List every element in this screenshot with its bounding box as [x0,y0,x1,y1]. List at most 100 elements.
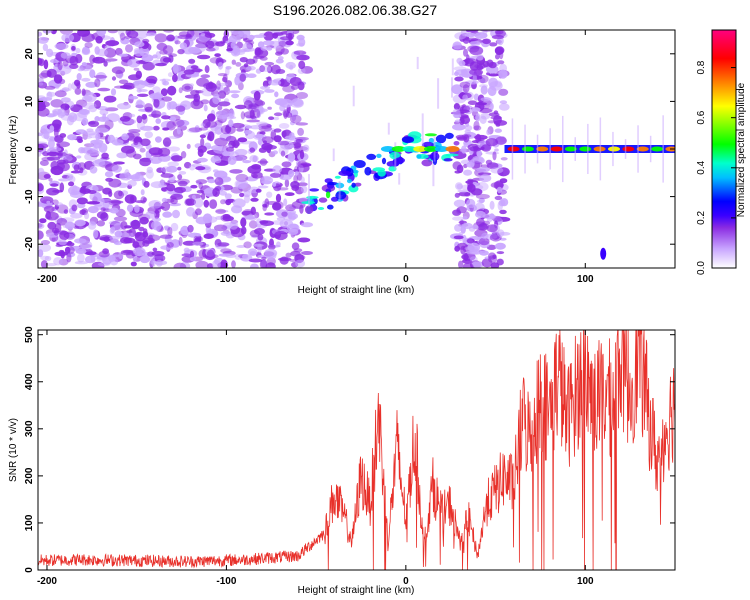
heatmap-blob [481,144,492,152]
heatmap-blob [85,251,97,256]
heatmap-blob [146,75,158,84]
heatmap-blob [184,198,193,206]
heatmap-blob [288,213,298,220]
heatmap-blob [497,60,505,65]
heatmap-blob [299,149,305,160]
heatmap-blob [54,84,60,89]
heatmap-blob [108,190,113,197]
heatmap-blob [135,232,142,236]
heatmap-blob [291,185,300,191]
heatmap-blob [38,82,44,86]
heatmap-blob [40,240,51,245]
heatmap-blob [225,147,235,152]
heatmap-blob [187,224,194,233]
heatmap-blob [296,54,310,61]
heatmap-blob [249,125,262,130]
heatmap-blob [111,164,123,173]
heatmap-blob [452,108,461,118]
heatmap-blob [366,153,377,160]
heatmap-blob [141,54,154,62]
heatmap-blob [176,178,190,185]
heatmap-blob [38,95,46,99]
heatmap-blob [79,240,93,251]
heatmap-blob [88,144,97,148]
heatmap-blob [473,93,479,101]
heatmap-blob [151,250,165,257]
heatmap-blob [92,159,106,167]
heatmap-blob [280,150,286,157]
heatmap-blob [252,108,261,119]
heatmap-blob [454,224,463,232]
heatmap-blob [275,69,286,74]
heatmap-blob [238,82,244,91]
heatmap-blob [96,30,107,37]
heatmap-blob [132,247,146,257]
heatmap-blob [138,89,148,92]
heatmap-blob [89,166,98,174]
heatmap-blob [167,72,173,78]
heatmap-blob [489,102,494,111]
heatmap-blob [127,58,141,68]
heatmap-blob [261,142,273,151]
heatmap-blob [139,255,150,264]
heatmap-blob [239,192,245,198]
heatmap-blob [47,138,55,149]
heatmap-blob [126,204,134,212]
heatmap-blob [162,211,173,218]
heatmap-blob [453,199,466,208]
heatmap-blob [272,200,284,210]
heatmap-blob [186,143,191,149]
heatmap-blob [218,253,232,257]
heatmap-blob [71,45,76,51]
heatmap-blob [272,150,279,155]
carrier-peak [445,146,460,152]
heatmap-blob [126,131,140,138]
heatmap-blob [172,209,180,219]
heatmap-blob [295,122,309,126]
heatmap-streak [332,148,335,162]
heatmap-blob [142,38,150,44]
carrier-streak [549,128,551,170]
heatmap-blob [295,139,303,143]
heatmap-blob [495,53,500,60]
heatmap-blob [188,127,203,133]
heatmap-blob [111,66,125,74]
heatmap-blob [232,198,246,208]
heatmap-blob [133,79,146,90]
heatmap-blob [203,82,217,90]
heatmap-blob [224,193,232,199]
heatmap-blob [161,197,168,203]
heatmap-blob [334,175,341,179]
heatmap-blob [155,62,167,67]
y-tick-label: 20 [24,48,35,60]
heatmap-blob [301,251,313,255]
heatmap-blob [265,262,276,268]
heatmap-blob [142,114,148,124]
heatmap-blob [458,60,466,67]
heatmap-blob [288,132,295,142]
heatmap-blob [466,238,474,244]
heatmap-blob [466,30,479,33]
heatmap-blob [89,191,102,202]
heatmap-blob [50,99,64,108]
heatmap-blob [68,181,75,187]
heatmap-blob [488,42,498,47]
heatmap-blob [80,109,91,116]
heatmap-blob [160,96,173,102]
x-tick-label: -100 [216,576,236,587]
heatmap-blob [479,174,492,183]
heatmap-blob [38,167,45,175]
heatmap-blob [275,51,283,56]
heatmap-blob [456,136,468,141]
heatmap-blob [435,134,447,144]
heatmap-blob [259,220,269,224]
heatmap-blob [70,213,83,219]
heatmap-blob [157,147,171,157]
heatmap-streak [437,78,440,109]
heatmap-blob [255,188,262,193]
heatmap-blob [120,37,130,45]
heatmap-blob [135,30,148,39]
heatmap-blob [132,241,140,249]
heatmap-blob [155,118,161,124]
heatmap-blob [215,209,229,213]
